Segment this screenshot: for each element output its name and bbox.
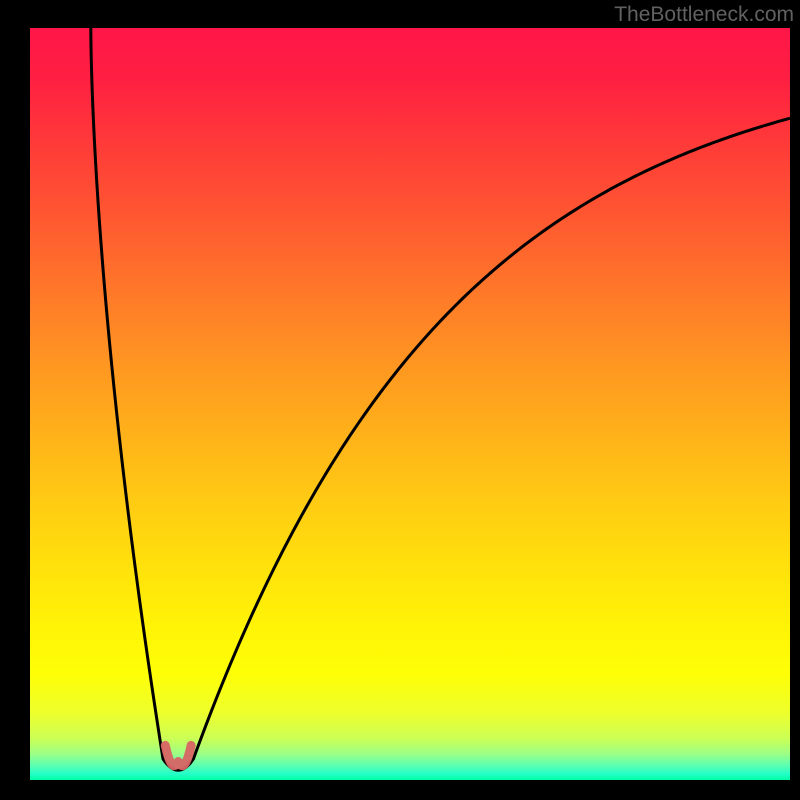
- watermark-text: TheBottleneck.com: [614, 3, 794, 27]
- plot-gradient-background: [30, 28, 790, 780]
- chart-container: TheBottleneck.com: [0, 0, 800, 800]
- bottleneck-curve-plot: [0, 0, 800, 800]
